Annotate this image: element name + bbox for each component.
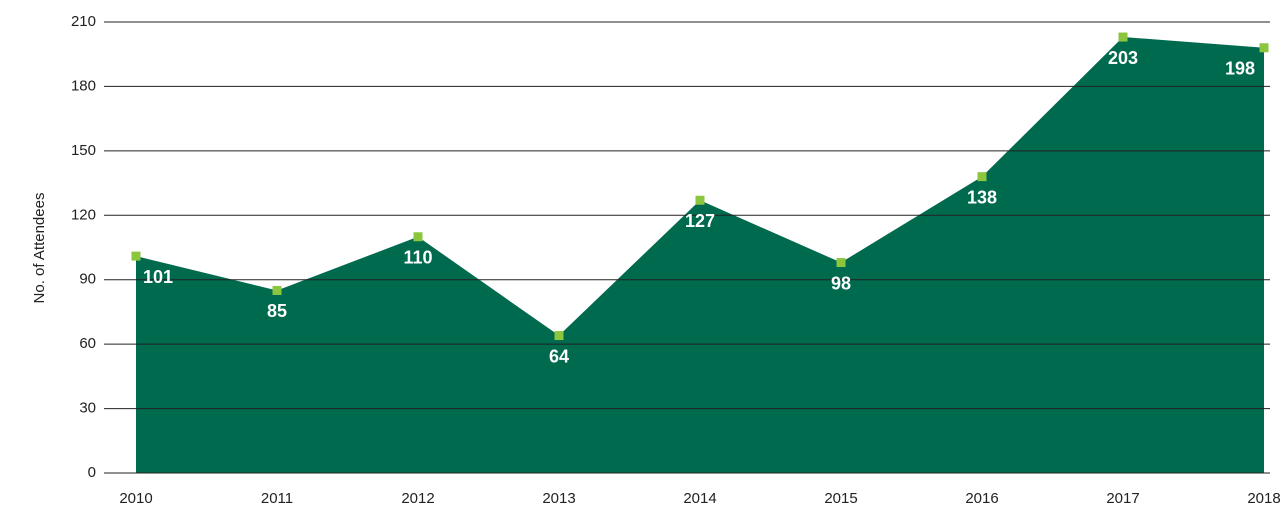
y-tick-label: 180	[71, 77, 96, 94]
x-tick-label: 2016	[965, 490, 998, 506]
area	[136, 37, 1264, 474]
x-tick-label: 2018	[1247, 490, 1280, 506]
marker	[695, 195, 705, 205]
data-label: 203	[1108, 48, 1138, 68]
x-tick-label: 2014	[683, 490, 716, 506]
y-axis-label: No. of Attendees	[31, 193, 48, 304]
marker	[977, 172, 987, 182]
x-tick-label: 2013	[542, 490, 575, 506]
x-tick-label: 2012	[401, 490, 434, 506]
y-tick-label: 60	[79, 335, 96, 352]
marker	[836, 258, 846, 268]
x-tick-label: 2011	[261, 490, 293, 506]
marker	[1259, 43, 1269, 53]
y-tick-label: 150	[71, 142, 96, 159]
data-label: 64	[549, 346, 569, 366]
marker	[413, 232, 423, 242]
y-tick-label: 30	[79, 400, 96, 417]
marker	[272, 285, 282, 295]
y-tick-label: 210	[71, 13, 96, 30]
data-label: 85	[267, 301, 287, 321]
x-tick-label: 2015	[824, 490, 857, 506]
marker	[1118, 32, 1128, 42]
data-label: 198	[1225, 59, 1255, 79]
marker	[554, 331, 564, 341]
data-label: 110	[403, 248, 432, 268]
x-tick-label: 2017	[1106, 490, 1139, 506]
data-label: 101	[143, 267, 173, 287]
data-label: 138	[967, 187, 997, 207]
data-label: 98	[831, 273, 851, 293]
y-tick-label: 120	[71, 206, 96, 223]
y-tick-label: 0	[88, 464, 96, 481]
y-tick-label: 90	[79, 271, 96, 288]
marker	[131, 251, 141, 261]
data-label: 127	[685, 211, 715, 231]
x-tick-label: 2010	[119, 490, 152, 506]
